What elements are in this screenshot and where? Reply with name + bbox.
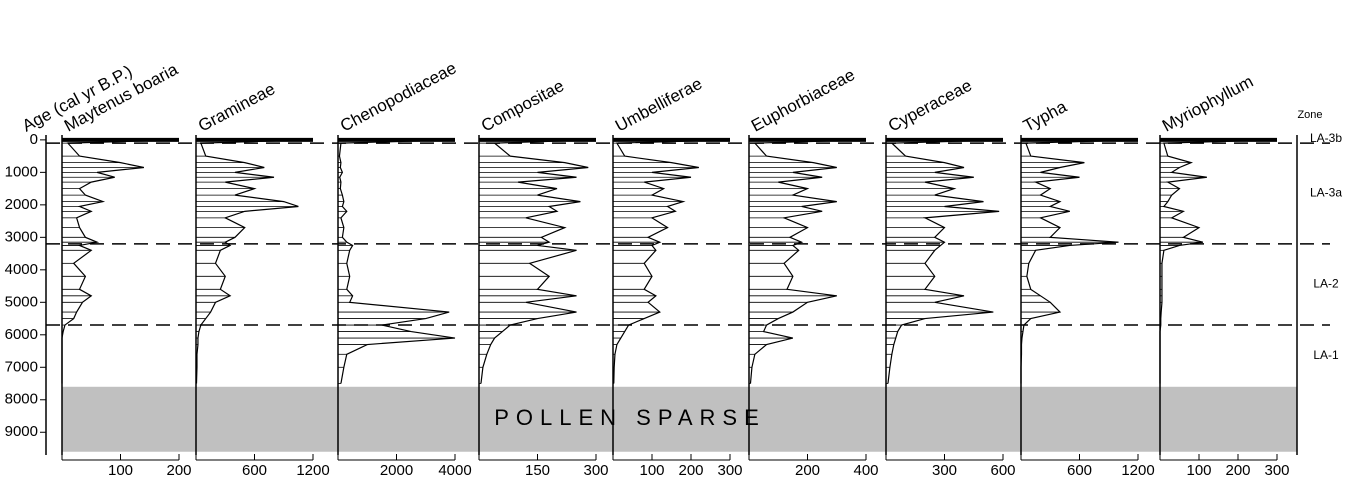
curve: [1159, 139, 1278, 384]
panel-title: Cyperaceae: [885, 76, 975, 136]
panel-title: Myriophyllum: [1159, 72, 1256, 136]
x-tick-label: 1200: [296, 462, 329, 479]
y-tick-label: 9000: [5, 423, 38, 440]
x-tick-label: 300: [717, 462, 742, 479]
x-tick-label: 150: [525, 462, 550, 479]
x-tick-label: 300: [1264, 462, 1289, 479]
x-tick-label: 100: [1186, 462, 1211, 479]
y-tick-label: 6000: [5, 326, 38, 343]
x-tick-label: 1200: [1121, 462, 1154, 479]
y-tick-label: 2000: [5, 196, 38, 213]
x-tick-label: 300: [583, 462, 608, 479]
y-tick-label: 4000: [5, 261, 38, 278]
y-tick-label: 5000: [5, 293, 38, 310]
zone-label: LA-3b: [1310, 131, 1342, 145]
y-tick-label: 1000: [5, 163, 38, 180]
panel-title: Umbelliferae: [612, 74, 705, 136]
x-tick-label: 100: [108, 462, 133, 479]
y-tick-label: 7000: [5, 358, 38, 375]
x-tick-label: 200: [166, 462, 191, 479]
panel-title: Typha: [1020, 97, 1070, 136]
curve: [1020, 139, 1139, 384]
panel-title: Chenopodiaceae: [337, 58, 459, 135]
x-tick-label: 200: [795, 462, 820, 479]
zone-label: LA-2: [1313, 277, 1339, 291]
x-tick-label: 100: [639, 462, 664, 479]
x-tick-label: 2000: [380, 462, 413, 479]
curve: [338, 139, 456, 384]
curve: [61, 139, 180, 384]
annotation: POLLEN SPARSE: [494, 405, 766, 430]
x-tick-label: 200: [678, 462, 703, 479]
x-tick-label: 400: [853, 462, 878, 479]
y-tick-label: 0: [30, 131, 38, 148]
zone-header: Zone: [1297, 109, 1322, 121]
zone-label: LA-3a: [1310, 186, 1342, 200]
y-tick-label: 8000: [5, 391, 38, 408]
sparse-band: [62, 386, 1297, 452]
curve: [749, 139, 867, 384]
x-tick-label: 4000: [438, 462, 471, 479]
zone-label: LA-1: [1313, 348, 1339, 362]
x-tick-label: 200: [1225, 462, 1250, 479]
x-tick-label: 600: [1067, 462, 1092, 479]
panel-title: Euphorbiaceae: [748, 65, 858, 135]
x-tick-label: 600: [242, 462, 267, 479]
panel-title: Gramineae: [195, 79, 278, 135]
curve: [195, 139, 314, 384]
panel-title: Compositae: [478, 76, 567, 135]
curve: [613, 139, 731, 384]
x-tick-label: 300: [932, 462, 957, 479]
y-tick-label: 3000: [5, 228, 38, 245]
curve: [887, 139, 1004, 384]
curve: [480, 139, 597, 384]
x-tick-label: 600: [990, 462, 1015, 479]
